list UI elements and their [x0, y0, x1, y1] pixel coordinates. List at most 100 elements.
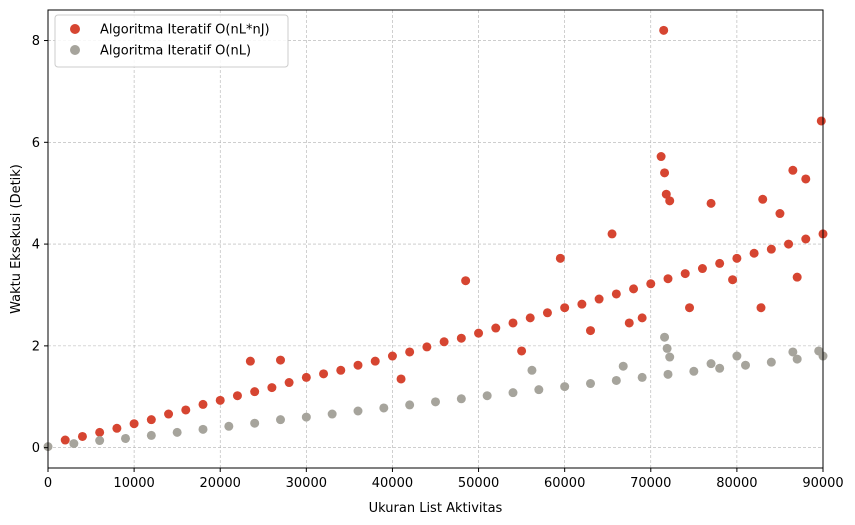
data-point: [756, 303, 766, 313]
data-point: [353, 360, 363, 370]
data-point: [689, 366, 699, 376]
data-point: [697, 264, 707, 274]
data-point: [637, 313, 647, 323]
data-point: [637, 372, 647, 382]
data-point: [728, 275, 738, 285]
data-point: [121, 433, 130, 443]
data-point: [508, 388, 518, 398]
data-point: [172, 427, 182, 437]
y-tick-label: 8: [32, 34, 40, 49]
data-point: [680, 269, 690, 279]
data-point: [560, 382, 570, 392]
data-point: [685, 303, 695, 313]
data-point: [659, 25, 669, 35]
data-point: [660, 168, 670, 178]
data-point: [95, 436, 105, 446]
data-point: [792, 354, 802, 364]
data-point: [758, 194, 768, 204]
data-point: [491, 323, 501, 333]
data-point: [245, 356, 255, 366]
data-point: [517, 346, 527, 356]
data-point: [732, 253, 742, 263]
data-point: [353, 406, 363, 416]
data-point: [775, 209, 785, 219]
data-point: [814, 346, 824, 356]
data-point: [474, 328, 484, 338]
legend-marker-series-1: [70, 24, 80, 34]
data-point: [370, 356, 380, 366]
data-point: [250, 418, 260, 428]
data-point: [577, 299, 587, 309]
legend-label-series-1: Algoritma Iteratif O(nL*nJ): [100, 23, 270, 38]
y-tick-label: 6: [32, 136, 40, 151]
data-point: [250, 387, 260, 397]
series-1: [60, 25, 828, 445]
data-point: [224, 421, 234, 431]
data-point: [665, 196, 675, 206]
data-point: [198, 399, 208, 409]
data-point: [482, 391, 492, 401]
legend-box: [54, 14, 289, 68]
data-point: [663, 274, 673, 284]
data-point: [663, 369, 673, 379]
data-point: [215, 395, 225, 405]
data-point: [456, 333, 466, 343]
data-point: [788, 347, 798, 357]
x-tick-label: 30000: [286, 476, 327, 491]
data-point: [555, 253, 565, 263]
data-point: [164, 409, 174, 419]
y-tick-label: 0: [32, 441, 40, 456]
data-point: [422, 342, 432, 352]
data-point: [439, 337, 449, 347]
data-point: [646, 279, 656, 289]
data-point: [232, 391, 242, 401]
data-point: [387, 351, 397, 361]
data-point: [379, 403, 389, 413]
data-point: [749, 248, 759, 258]
plot-frame: [47, 9, 824, 469]
data-point: [542, 308, 552, 318]
data-point: [788, 165, 798, 175]
data-point: [284, 378, 294, 388]
data-point: [741, 360, 750, 370]
data-point: [661, 189, 671, 199]
x-axis-label: Ukuran List Aktivitas: [369, 501, 503, 516]
legend-label-series-2: Algoritma Iteratif O(nL): [100, 44, 251, 59]
plot-area: [43, 25, 828, 452]
data-point: [336, 365, 346, 375]
x-tick-label: 20000: [200, 476, 241, 491]
data-point: [112, 423, 122, 433]
data-point: [715, 363, 725, 373]
data-point: [276, 415, 285, 425]
data-point: [60, 435, 70, 445]
data-point: [662, 343, 672, 353]
data-point: [560, 303, 570, 313]
legend-marker-series-2: [70, 45, 80, 55]
data-point: [715, 258, 725, 268]
data-point: [181, 405, 191, 415]
x-tick-label: 70000: [630, 476, 671, 491]
data-point: [396, 374, 406, 384]
data-point: [624, 318, 634, 328]
x-tick-label: 40000: [372, 476, 413, 491]
data-point: [611, 375, 621, 385]
data-point: [665, 352, 675, 362]
data-point: [95, 427, 105, 437]
data-point: [129, 419, 139, 429]
data-point: [586, 326, 595, 336]
data-point: [656, 152, 666, 162]
data-point: [461, 276, 471, 286]
y-axis-label: Waktu Eksekusi (Detik): [9, 164, 24, 314]
legend: Algoritma Iteratif O(nL*nJ) Algoritma It…: [54, 14, 289, 68]
data-point: [801, 174, 811, 184]
data-point: [327, 409, 337, 419]
data-point: [801, 234, 811, 244]
y-tick-label: 2: [32, 339, 40, 354]
data-point: [618, 361, 628, 371]
data-point: [525, 313, 535, 323]
data-point: [534, 385, 544, 395]
ticks: 0 10000 20000 30000 40000 50000 60000 70000 8000…: [32, 34, 844, 491]
data-point: [146, 415, 156, 425]
data-point: [301, 412, 311, 422]
